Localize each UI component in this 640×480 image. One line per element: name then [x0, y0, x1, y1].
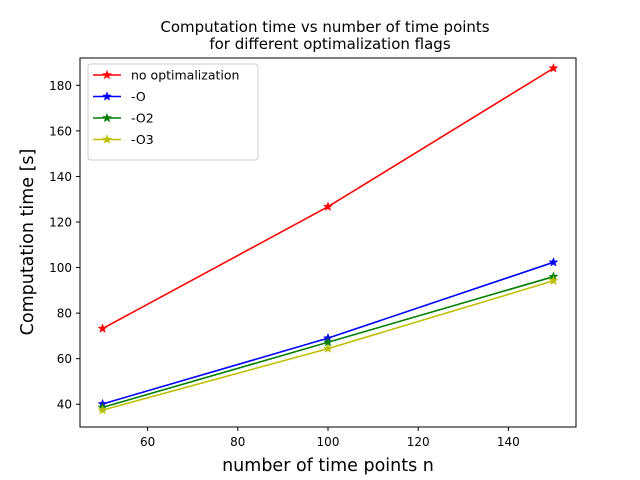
y-axis-label: Computation time [s] — [18, 149, 38, 336]
y-tick-label: 100 — [49, 261, 72, 275]
x-tick-label: 60 — [140, 435, 155, 449]
legend-box — [87, 63, 259, 161]
y-tick-label: 60 — [57, 352, 72, 366]
x-tick-label: 120 — [407, 435, 430, 449]
y-tick-label: 120 — [49, 216, 72, 230]
legend-label-0: no optimalization — [131, 68, 239, 83]
series-3-point — [97, 404, 108, 415]
y-tick-label: 80 — [57, 307, 72, 321]
y-tick-label: 180 — [49, 79, 72, 93]
legend-label-2: -O2 — [131, 111, 154, 126]
legend-marker-1 — [101, 91, 113, 101]
x-axis-label: number of time points n — [222, 456, 434, 476]
x-tick-label: 140 — [497, 435, 520, 449]
series-0-point — [548, 62, 559, 73]
y-tick-label: 140 — [49, 170, 72, 184]
legend-marker-0 — [101, 69, 113, 80]
chart-title-line-1: Computation time vs number of time point… — [160, 18, 489, 36]
legend-label-1: -O — [131, 89, 146, 104]
x-tick-label: 100 — [317, 435, 340, 449]
legend-marker-2 — [101, 112, 113, 123]
plot-area — [97, 62, 559, 415]
y-tick-label: 160 — [49, 124, 72, 138]
series-0-point — [322, 201, 334, 212]
y-tick-label: 40 — [57, 398, 72, 412]
legend-label-3: -O3 — [131, 132, 154, 147]
series-0-point — [97, 323, 108, 333]
series-1-point — [548, 257, 559, 267]
chart-title-line-2: for different optimalization flags — [209, 35, 450, 53]
legend-marker-3 — [101, 134, 113, 144]
x-tick-label: 80 — [230, 435, 245, 449]
series-3-point — [548, 275, 559, 286]
series-3-point — [322, 343, 334, 353]
legend: no optimalization -O -O2 -O3 — [87, 63, 259, 161]
